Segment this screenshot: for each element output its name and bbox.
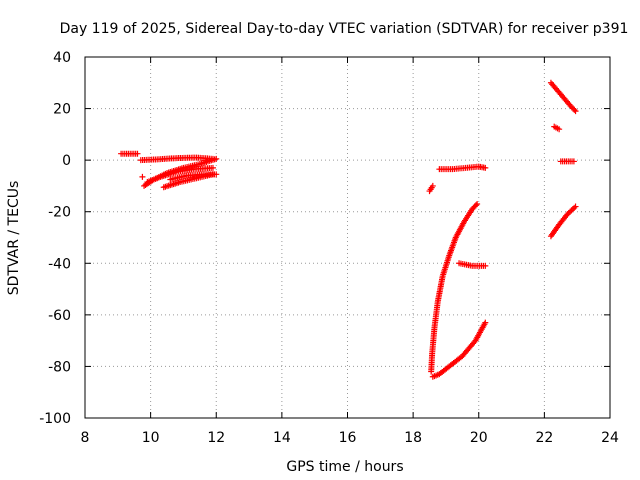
- x-tick-label: 8: [81, 430, 90, 446]
- x-tick-label: 20: [470, 430, 488, 446]
- data-point: [482, 164, 489, 171]
- y-tick-label: -60: [48, 308, 71, 324]
- data-point: [570, 158, 577, 165]
- x-tick-label: 24: [601, 430, 619, 446]
- data-point: [572, 203, 579, 210]
- y-tick-label: -80: [48, 359, 71, 375]
- x-tick-label: 14: [273, 430, 291, 446]
- data-point: [474, 200, 481, 207]
- y-tick-label: 0: [62, 153, 71, 169]
- x-tick-label: 10: [142, 430, 160, 446]
- axis-ticks: 8 10 12 14 16 18 20 22 24 -100 -80 -60 -40 -20 0 20 40: [39, 50, 619, 446]
- data-point: [572, 108, 579, 115]
- x-tick-label: 12: [207, 430, 225, 446]
- plot-frame: [84, 56, 611, 419]
- x-tick-label: 22: [535, 430, 553, 446]
- data-point: [472, 202, 479, 209]
- data-point: [482, 262, 489, 269]
- data-point: [139, 173, 146, 180]
- data-point: [213, 155, 220, 162]
- data-points: [118, 79, 579, 380]
- data-point: [213, 171, 220, 178]
- x-tick-label: 16: [339, 430, 357, 446]
- data-point: [134, 150, 141, 157]
- y-tick-label: -100: [39, 411, 71, 427]
- x-axis-title: GPS time / hours: [286, 459, 403, 475]
- y-tick-label: -40: [48, 256, 71, 272]
- data-point: [429, 182, 436, 189]
- grid: [85, 57, 610, 418]
- data-point: [571, 204, 578, 211]
- data-point: [556, 126, 563, 133]
- y-tick-label: 40: [53, 50, 71, 66]
- y-tick-label: -20: [48, 205, 71, 221]
- chart-title: Day 119 of 2025, Sidereal Day-to-day VTE…: [60, 21, 629, 37]
- data-point: [209, 164, 216, 171]
- y-axis-title: SDTVAR / TECUs: [6, 181, 22, 296]
- x-tick-label: 18: [404, 430, 422, 446]
- y-tick-label: 20: [53, 102, 71, 118]
- data-point: [482, 319, 489, 326]
- data-point: [571, 106, 578, 113]
